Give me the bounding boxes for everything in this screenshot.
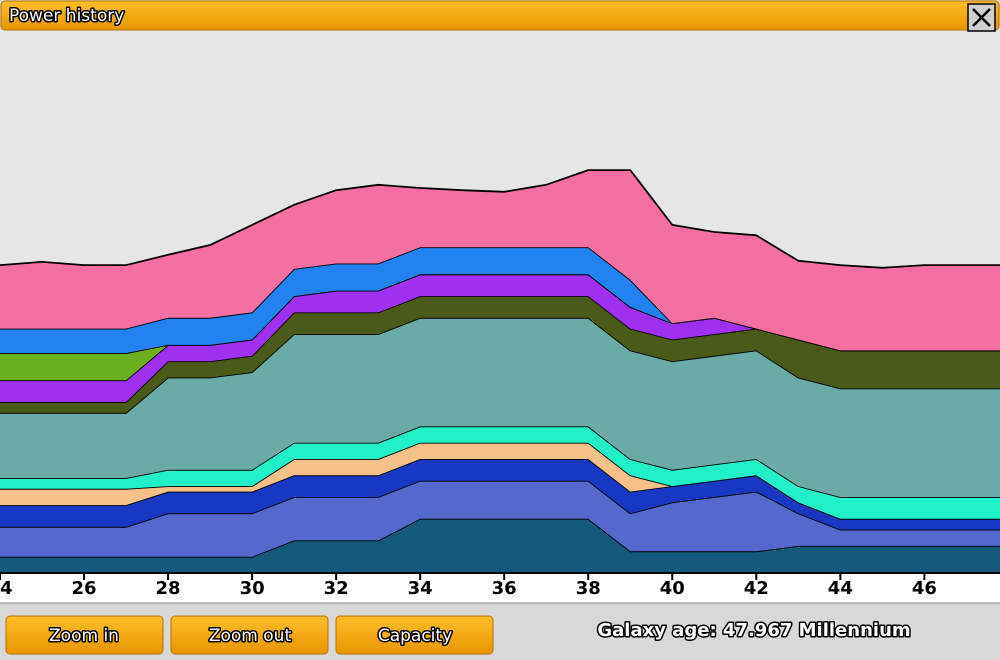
button[interactable] — [335, 615, 494, 655]
x-tick-label: 44 — [828, 578, 853, 599]
button-label[interactable]: Capacity — [376, 625, 453, 648]
area — [0, 426, 1000, 519]
area — [0, 274, 1000, 402]
x-axis-ticks: 24 26 28 30 32 34 36 38 40 42 44 46 — [0, 573, 937, 599]
x-tick-label: 24 — [0, 578, 13, 599]
x-tick-label: 46 — [912, 578, 937, 599]
button[interactable] — [5, 615, 164, 655]
x-tick-label: 42 — [744, 578, 769, 599]
x-tick-label: 36 — [492, 578, 517, 599]
area — [0, 274, 1000, 381]
x-tick-label: 30 — [240, 578, 265, 599]
x-axis-strip — [0, 573, 1000, 603]
area — [0, 170, 1000, 351]
x-tick-label: 40 — [660, 578, 685, 599]
button[interactable] — [170, 615, 329, 655]
button-label[interactable]: Zoom in — [48, 625, 121, 648]
x-tick-label: 34 — [408, 578, 433, 599]
area — [0, 317, 1000, 497]
area — [0, 518, 1000, 573]
window-title: Power history — [9, 6, 124, 26]
area-edge — [0, 169, 1000, 269]
footer: Zoom in Zoom out Capacity Galaxy age: 47… — [5, 615, 912, 655]
x-tick-label: 32 — [324, 578, 349, 599]
title-bar — [0, 0, 1000, 31]
close-button[interactable] — [967, 3, 996, 32]
x-tick-label: 26 — [72, 578, 97, 599]
area — [0, 480, 1000, 557]
galaxy-age: Galaxy age: 47.967 Millennium — [597, 620, 910, 641]
x-tick-label: 38 — [576, 578, 601, 599]
x-tick-label: 28 — [156, 578, 181, 599]
plot — [0, 169, 1000, 573]
area — [0, 442, 1000, 519]
button-label[interactable]: Zoom out — [207, 625, 293, 648]
area — [0, 247, 1000, 354]
close-icon[interactable] — [972, 8, 991, 27]
area — [0, 296, 1000, 413]
